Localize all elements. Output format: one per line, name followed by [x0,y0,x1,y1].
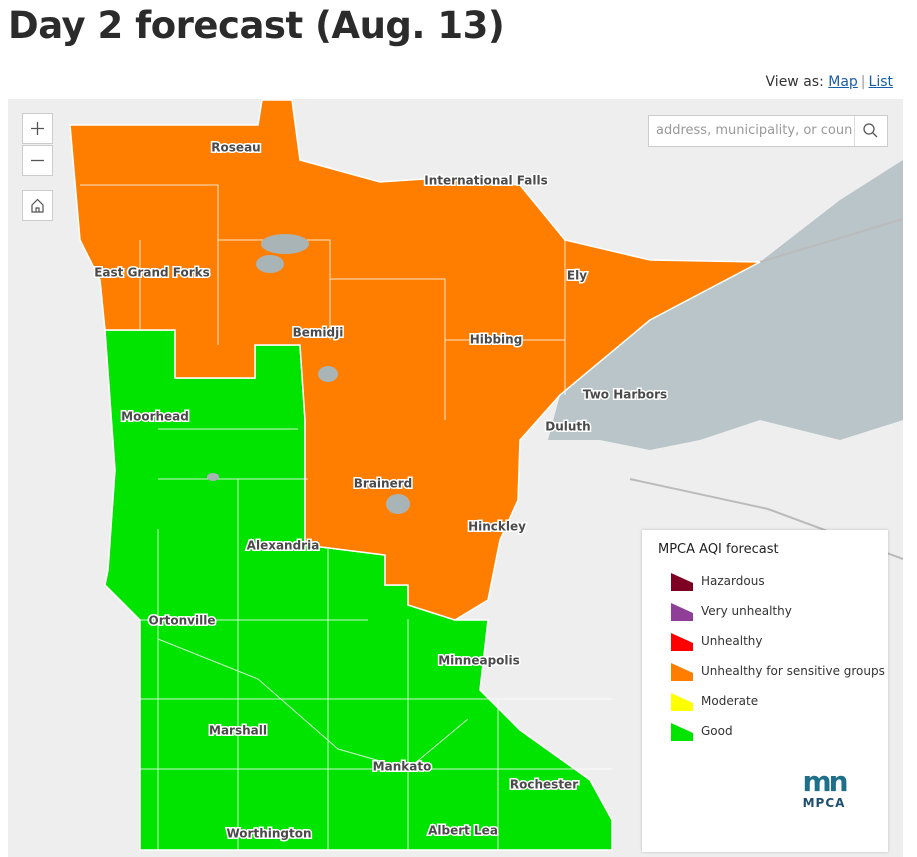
city-label: Roseau [211,141,260,155]
legend-label: Unhealthy for sensitive groups [701,664,885,678]
legend-swatch [671,573,693,591]
swatch-shape [671,573,693,591]
search-button[interactable] [854,116,887,146]
city-label: Marshall [209,724,267,738]
city-label: Mankato [373,760,432,774]
city-label: Moorhead [121,410,189,424]
legend-swatch [671,723,693,741]
swatch-shape [671,663,693,681]
home-icon [31,198,44,213]
plus-icon [31,122,44,135]
city-label: East Grand Forks [94,266,210,280]
city-label: Worthington [226,827,311,841]
legend: MPCA AQI forecast Hazardous Very unhealth… [642,530,888,852]
swatch-shape [671,633,693,651]
city-label: Bemidji [293,326,344,340]
county-lines [80,184,612,850]
view-as-label: View as: [765,74,824,90]
map-link[interactable]: Map [828,74,858,90]
list-link[interactable]: List [868,74,893,90]
view-switch: View as: Map | List [766,74,893,90]
search-icon [863,123,878,138]
city-label: Ely [567,269,587,283]
page-title: Day 2 forecast (Aug. 13) [8,4,505,47]
legend-label: Moderate [701,694,759,708]
legend-label: Hazardous [701,574,765,588]
legend-label: Unhealthy [701,634,763,648]
lake-superior [548,160,903,450]
minus-icon [31,159,44,162]
legend-label: Very unhealthy [701,604,792,618]
zoom-out-button[interactable] [22,145,53,176]
city-label: Alexandria [247,539,320,553]
city-label: Minneapolis [438,654,520,668]
city-label: Brainerd [354,477,412,491]
legend-swatch [671,633,693,651]
city-label: Duluth [545,420,590,434]
swatch-shape [671,693,693,711]
map-canvas: Roseau International Falls East Grand Fo… [69,99,903,851]
lakes [207,234,410,514]
separator: | [860,74,866,90]
legend-swatch [671,603,693,621]
legend-label: Good [701,724,733,738]
logo-text: MPCA [802,796,846,810]
swatch-shape [671,723,693,741]
search-box[interactable]: address, municipality, or count [648,115,888,147]
search-placeholder: address, municipality, or count [656,123,852,138]
city-label: Albert Lea [428,824,498,838]
city-label: Two Harbors [583,388,667,402]
city-label: Hinckley [468,520,526,534]
legend-swatch [671,693,693,711]
city-label: Rochester [510,778,578,792]
city-label: Ortonville [149,614,216,628]
home-button[interactable] [22,190,53,221]
usg-zone [69,99,761,621]
logo: mn MPCA [794,765,854,811]
border-line [759,218,903,263]
legend-title: MPCA AQI forecast [658,542,779,557]
city-label: International Falls [424,174,547,188]
city-label: Hibbing [470,333,523,347]
legend-swatch [671,663,693,681]
logo-mark: mn [802,765,848,798]
map[interactable]: Roseau International Falls East Grand Fo… [8,99,903,857]
zoom-in-button[interactable] [22,113,53,144]
swatch-shape [671,603,693,621]
